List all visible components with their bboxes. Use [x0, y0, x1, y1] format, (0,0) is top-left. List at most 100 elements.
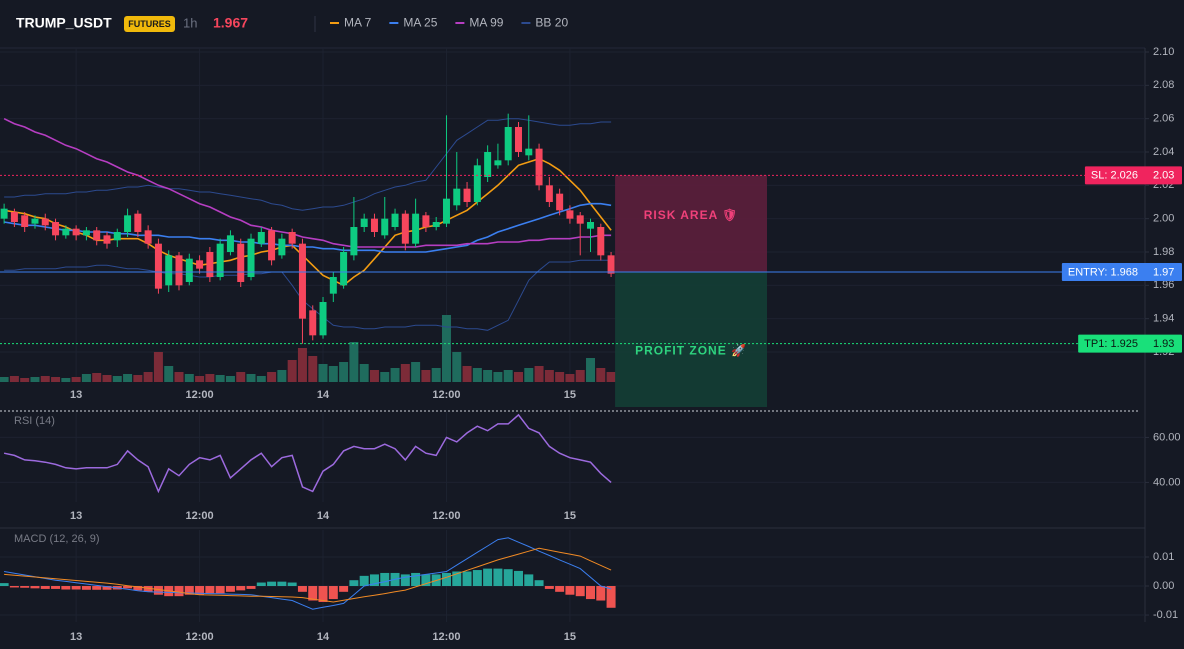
volume-bar	[421, 370, 431, 382]
candle-body	[298, 243, 306, 319]
x-tick-label: 14	[317, 631, 330, 643]
y-tick-label: 1.98	[1153, 246, 1174, 258]
candle-body	[545, 185, 553, 202]
candle-body	[504, 127, 512, 161]
macd-histogram-bar	[349, 580, 359, 587]
macd-histogram-bar	[380, 572, 390, 587]
candle-body	[93, 230, 101, 241]
volume-bar	[524, 368, 534, 382]
candle-body	[82, 230, 90, 236]
x-tick-label: 15	[564, 389, 576, 401]
zone	[615, 272, 767, 407]
macd-histogram-bar	[184, 586, 194, 595]
rsi-line	[3, 413, 612, 494]
candle-body	[10, 212, 18, 222]
volume-bar	[452, 352, 462, 382]
x-tick-label: 14	[317, 510, 330, 522]
volume-bar	[174, 372, 184, 382]
volume-bar	[215, 375, 225, 382]
volume-bar	[493, 372, 503, 382]
symbol: TRUMP_USDT	[16, 15, 112, 31]
macd-histogram-bar	[174, 586, 184, 597]
volume-bar	[308, 356, 318, 382]
volume-bar	[575, 370, 585, 382]
volume-bar	[102, 375, 112, 382]
x-tick-label: 12:00	[186, 631, 214, 643]
price-line-axis-label: 1.97	[1153, 266, 1174, 278]
y-tick-label: 0.00	[1153, 580, 1174, 592]
candle-body	[556, 193, 564, 211]
candle-body	[268, 230, 276, 261]
legend: MA 7 MA 25 MA 99 BB 20	[330, 16, 568, 30]
price-line-label: TP1: 1.925	[1084, 338, 1138, 350]
volume-bar	[184, 374, 194, 382]
price-line-axis-label: 1.93	[1153, 338, 1174, 350]
candle-body	[196, 260, 204, 269]
legend-label: BB 20	[535, 16, 568, 30]
macd-histogram-bar	[246, 586, 256, 589]
macd-histogram-bar	[524, 574, 534, 587]
price-label-bg	[1084, 166, 1182, 185]
macd-histogram-bar	[9, 586, 19, 588]
volume-bar	[143, 372, 153, 382]
candle-body	[62, 228, 70, 236]
candle-body	[442, 198, 450, 224]
macd-histogram-bar	[71, 586, 81, 590]
candle-body	[473, 165, 481, 202]
volume-bar	[390, 368, 400, 382]
x-tick-label: 12:00	[432, 510, 460, 522]
volume-bar	[277, 370, 287, 382]
volume-bar	[20, 378, 30, 382]
volume-bar	[534, 366, 544, 382]
macd-histogram-bar	[606, 586, 616, 608]
volume-bar	[164, 366, 174, 382]
candle-body	[566, 210, 574, 219]
y-tick-label: 2.00	[1153, 213, 1174, 225]
candle-body	[31, 218, 39, 224]
macd-histogram-bar	[318, 586, 328, 602]
macd-histogram-bar	[493, 568, 503, 587]
y-tick-label: 2.10	[1153, 46, 1174, 58]
volume-bar	[411, 362, 421, 382]
volume-bar	[0, 377, 9, 382]
macd-histogram-bar	[30, 586, 40, 589]
candle-body	[216, 243, 224, 277]
volume-bar	[205, 374, 215, 382]
macd-histogram-bar	[472, 570, 482, 587]
macd-histogram-bar	[596, 586, 606, 601]
macd-histogram-bar	[236, 586, 246, 591]
volume-bar	[380, 372, 390, 382]
candle-body	[494, 160, 502, 166]
signal-line	[4, 547, 612, 603]
macd-histogram-bar	[359, 575, 369, 587]
x-tick-label: 12:00	[186, 510, 214, 522]
macd-histogram-bar	[369, 574, 379, 587]
y-tick-label: 2.06	[1153, 113, 1174, 125]
volume-bar	[71, 377, 81, 382]
y-tick-label: 2.04	[1153, 146, 1174, 158]
x-tick-label: 14	[317, 389, 330, 401]
x-tick-label: 13	[70, 389, 82, 401]
macd-histogram-bar	[20, 586, 30, 588]
volume-bar	[256, 376, 266, 382]
zone	[615, 175, 767, 272]
candle-body	[144, 230, 152, 244]
candle-body	[525, 148, 533, 156]
macd-histogram-bar	[462, 571, 472, 587]
macd-histogram-bar	[195, 586, 205, 595]
macd-histogram-bar	[555, 586, 565, 592]
volume-bar	[297, 348, 307, 382]
volume-bar	[483, 370, 493, 382]
volume-bar	[606, 372, 616, 382]
x-tick-label: 12:00	[432, 389, 460, 401]
volume-bar	[349, 342, 359, 382]
y-tick-label: 1.96	[1153, 279, 1174, 291]
volume-bar	[441, 315, 451, 382]
candle-body	[360, 218, 368, 227]
macd-histogram-bar	[400, 574, 410, 587]
legend-label: MA 25	[403, 16, 437, 30]
interval: 1h	[183, 15, 197, 30]
y-tick-label: 60.00	[1153, 431, 1181, 443]
macd-histogram-bar	[81, 586, 91, 590]
candle-body	[432, 222, 440, 227]
